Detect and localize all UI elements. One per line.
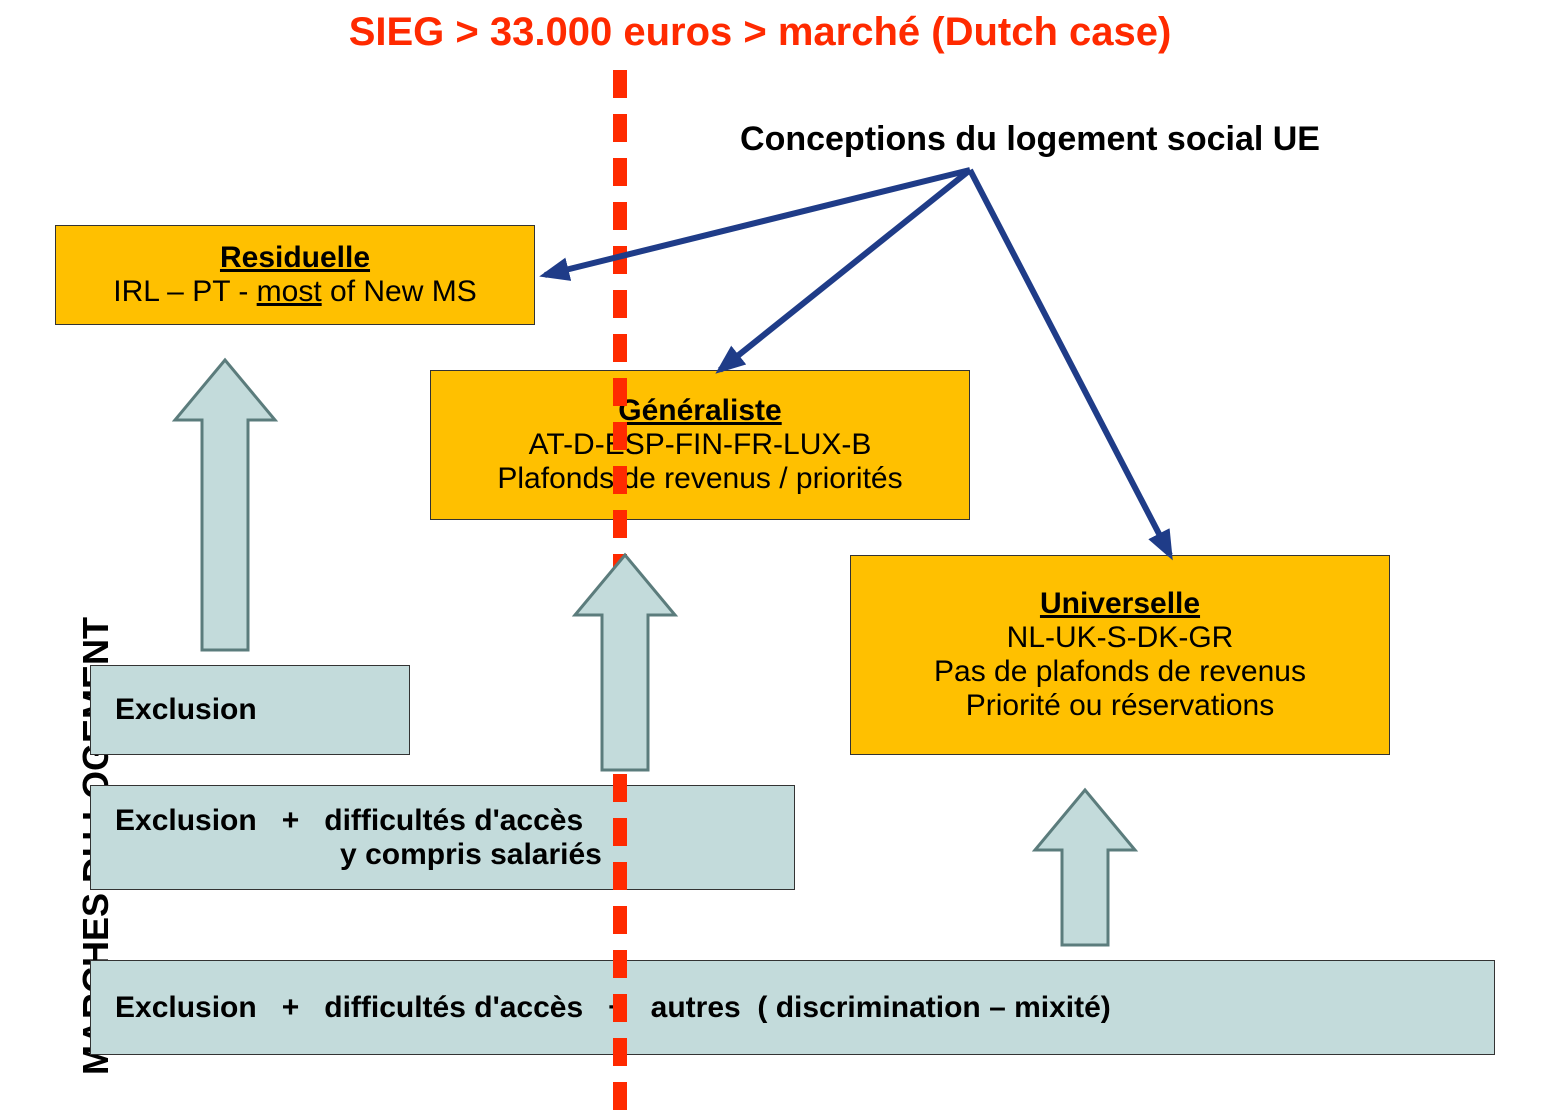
box-exclusion-acces: Exclusion + difficultés d'accès y compri…: [90, 785, 795, 890]
box-generaliste-title: Généraliste: [618, 394, 781, 428]
box-universelle-line2: Pas de plafonds de revenus: [934, 655, 1306, 689]
box-exclusion-full: Exclusion + difficultés d'accès + autres…: [90, 960, 1495, 1055]
concept-arrow-2: [720, 170, 970, 370]
up-arrow-3: [1035, 790, 1135, 945]
box-residuelle-line: IRL – PT - most of New MS: [113, 275, 476, 309]
box-universelle: Universelle NL-UK-S-DK-GR Pas de plafond…: [850, 555, 1390, 755]
box-exclusion-acces-line1: Exclusion + difficultés d'accès: [115, 804, 602, 838]
box-exclusion: Exclusion: [90, 665, 410, 755]
subtitle-conceptions: Conceptions du logement social UE: [630, 120, 1430, 159]
box-exclusion-text: Exclusion: [115, 693, 257, 727]
box-universelle-line3: Priorité ou réservations: [966, 689, 1274, 723]
box-generaliste: Généraliste AT-D-ESP-FIN-FR-LUX-B Plafon…: [430, 370, 970, 520]
up-arrow-2: [575, 555, 675, 770]
box-universelle-line1: NL-UK-S-DK-GR: [1007, 621, 1234, 655]
concept-arrow-1: [545, 170, 970, 275]
box-exclusion-acces-line2: y compris salariés: [115, 838, 602, 872]
box-residuelle-title: Residuelle: [220, 241, 370, 275]
up-arrow-1: [175, 360, 275, 650]
box-generaliste-line2: Plafonds de revenus / priorités: [497, 462, 902, 496]
box-residuelle: Residuelle IRL – PT - most of New MS: [55, 225, 535, 325]
box-exclusion-full-text: Exclusion + difficultés d'accès + autres…: [115, 991, 1111, 1025]
concept-arrow-3: [970, 170, 1170, 555]
main-title: SIEG > 33.000 euros > marché (Dutch case…: [210, 10, 1310, 55]
box-universelle-title: Universelle: [1040, 587, 1200, 621]
box-generaliste-line1: AT-D-ESP-FIN-FR-LUX-B: [529, 428, 872, 462]
